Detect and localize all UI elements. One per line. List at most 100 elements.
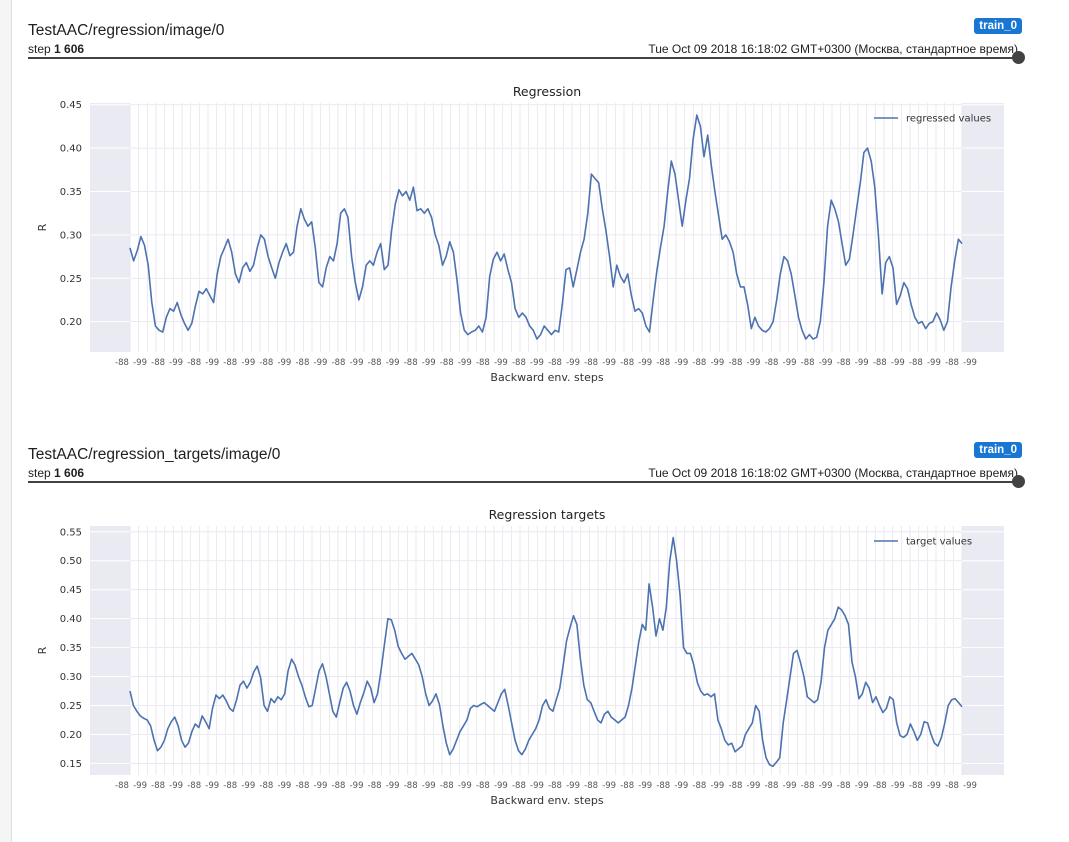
step-indicator: step 1 606 xyxy=(28,466,84,480)
x-tick-label: -99 xyxy=(674,358,688,368)
y-tick-label: 0.55 xyxy=(60,527,82,538)
x-tick-label: -99 xyxy=(710,781,724,791)
x-tick-label: -88 xyxy=(620,781,634,791)
legend-label: target values xyxy=(906,537,972,548)
x-tick-label: -88 xyxy=(295,781,309,791)
x-tick-label: -88 xyxy=(584,781,598,791)
x-tick-label: -99 xyxy=(314,781,328,791)
legend-label: regressed values xyxy=(906,114,991,125)
x-axis-label: Backward env. steps xyxy=(490,371,603,384)
y-tick-label: 0.20 xyxy=(60,317,82,328)
x-tick-label: -88 xyxy=(223,781,237,791)
x-tick-label: -99 xyxy=(133,358,147,368)
x-tick-label: -99 xyxy=(169,781,183,791)
step-slider-thumb[interactable] xyxy=(1012,51,1025,64)
x-tick-label: -99 xyxy=(530,358,544,368)
x-tick-label: -99 xyxy=(963,781,977,791)
step-slider-track[interactable] xyxy=(28,481,1019,483)
x-tick-label: -88 xyxy=(801,781,815,791)
x-tick-label: -88 xyxy=(548,781,562,791)
x-tick-label: -99 xyxy=(422,781,436,791)
x-tick-label: -88 xyxy=(404,358,418,368)
x-tick-label: -88 xyxy=(765,781,779,791)
x-tick-label: -88 xyxy=(187,358,201,368)
step-indicator: step 1 606 xyxy=(28,42,84,56)
y-tick-label: 0.45 xyxy=(60,100,82,111)
image-card-regression: TestAAC/regression/image/0 train_0 step … xyxy=(28,18,1028,392)
x-tick-label: -88 xyxy=(584,358,598,368)
step-value: 1 606 xyxy=(54,466,85,480)
x-tick-label: -99 xyxy=(169,358,183,368)
x-tick-labels-overlapping: -88 -99 -88 -99 -88 -99 -88 -99 -88 -99 -88 -99 -88-… xyxy=(115,358,977,368)
step-slider-track[interactable] xyxy=(28,57,1019,59)
x-tick-label: -99 xyxy=(927,781,941,791)
x-tick-label: -99 xyxy=(602,358,616,368)
x-tick-label: -99 xyxy=(350,358,364,368)
x-tick-label: -99 xyxy=(747,358,761,368)
x-tick-label: -88 xyxy=(404,781,418,791)
timestamp: Tue Oct 09 2018 16:18:02 GMT+0300 (Москв… xyxy=(648,466,1018,480)
x-tick-label: -88 xyxy=(151,781,165,791)
x-tick-label: -99 xyxy=(277,781,291,791)
x-tick-label: -88 xyxy=(945,358,959,368)
y-tick-label: 0.30 xyxy=(60,230,82,241)
x-tick-label: -88 xyxy=(837,358,851,368)
step-label: step xyxy=(28,42,51,56)
y-tick-label: 0.15 xyxy=(60,759,82,770)
x-tick-label: -88 xyxy=(259,781,273,791)
x-tick-label: -88 xyxy=(765,358,779,368)
x-tick-label: -99 xyxy=(277,358,291,368)
x-tick-label: -99 xyxy=(386,781,400,791)
card-title: TestAAC/regression_targets/image/0 xyxy=(28,446,281,463)
x-tick-label: -99 xyxy=(205,358,219,368)
x-tick-label: -88 xyxy=(729,781,743,791)
step-value: 1 606 xyxy=(54,42,85,56)
y-tick-label: 0.35 xyxy=(60,643,82,654)
x-tick-label: -99 xyxy=(530,781,544,791)
image-card-regression-targets: TestAAC/regression_targets/image/0 train… xyxy=(28,442,1028,816)
x-tick-label: -88 xyxy=(620,358,634,368)
x-tick-label: -99 xyxy=(747,781,761,791)
chart-title: Regression targets xyxy=(489,507,606,522)
x-tick-label: -99 xyxy=(566,781,580,791)
y-tick-label: 0.40 xyxy=(60,144,82,155)
y-tick-label: 0.30 xyxy=(60,672,82,683)
x-tick-label: -99 xyxy=(314,358,328,368)
regression-chart: Regression 0.20 0.25 0.30 0.35 0.40 0.45 -88 -99… xyxy=(36,84,1004,384)
x-tick-label: -99 xyxy=(783,358,797,368)
x-tick-label: -88 xyxy=(909,358,923,368)
x-tick-label: -99 xyxy=(891,358,905,368)
step-label: step xyxy=(28,466,51,480)
x-tick-label: -99 xyxy=(963,358,977,368)
x-tick-label: -88 xyxy=(873,781,887,791)
x-tick-label: -88 xyxy=(440,781,454,791)
x-tick-label: -99 xyxy=(602,781,616,791)
x-tick-label: -88 xyxy=(295,358,309,368)
x-tick-label: -99 xyxy=(241,781,255,791)
x-tick-label: -88 xyxy=(512,781,526,791)
x-tick-label: -88 xyxy=(476,358,490,368)
x-tick-label: -99 xyxy=(422,358,436,368)
y-axis-label: R xyxy=(36,646,49,654)
x-tick-label: -99 xyxy=(710,358,724,368)
chart-title: Regression xyxy=(513,84,581,99)
series-line xyxy=(129,114,963,340)
x-tick-label: -88 xyxy=(332,781,346,791)
step-slider-thumb[interactable] xyxy=(1012,475,1025,488)
x-tick-label: -99 xyxy=(133,781,147,791)
x-tick-label: -99 xyxy=(855,358,869,368)
x-tick-label: -88 xyxy=(801,358,815,368)
legend: regressed values xyxy=(874,114,991,125)
x-tick-label: -99 xyxy=(819,358,833,368)
x-tick-label: -88 xyxy=(187,781,201,791)
y-tick-label: 0.20 xyxy=(60,730,82,741)
x-tick-label: -88 xyxy=(656,781,670,791)
x-tick-label: -88 xyxy=(151,358,165,368)
x-tick-label: -88 xyxy=(223,358,237,368)
y-tick-label: 0.45 xyxy=(60,585,82,596)
x-tick-label: -88 xyxy=(259,358,273,368)
x-axis-label: Backward env. steps xyxy=(490,794,603,807)
x-tick-label: -99 xyxy=(783,781,797,791)
x-tick-label: -99 xyxy=(494,781,508,791)
legend: target values xyxy=(874,537,972,548)
